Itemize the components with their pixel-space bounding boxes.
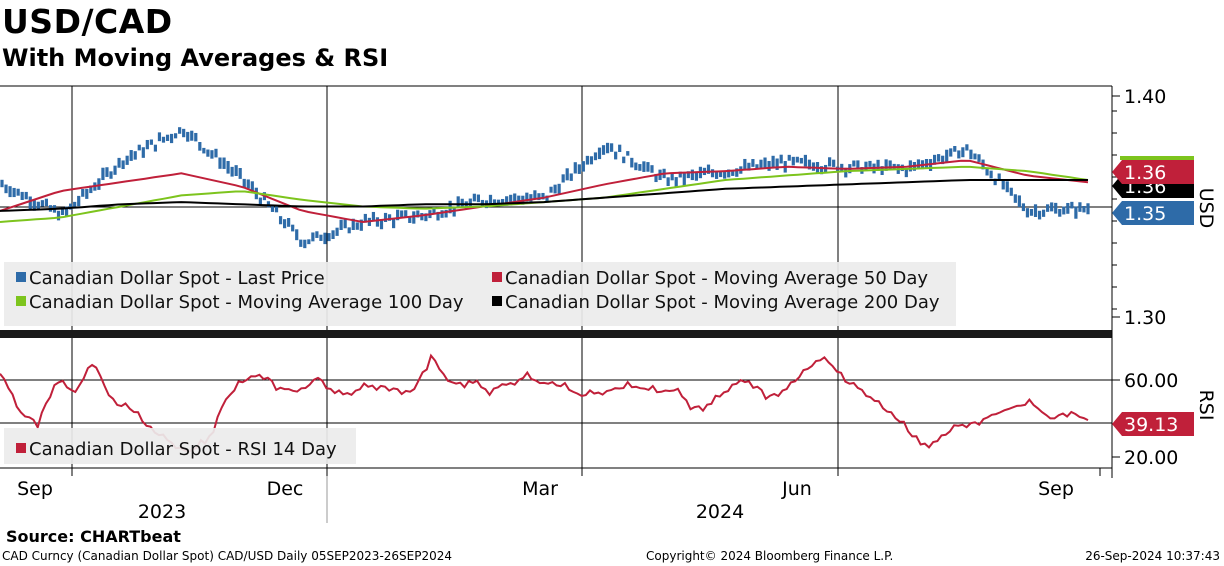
rsi-tag: [1112, 412, 1194, 436]
price-tag-label: 1.35: [1124, 203, 1166, 225]
x-month-label: Sep: [1038, 478, 1074, 500]
ma50-tag: [1112, 160, 1194, 184]
panel-divider: [0, 330, 1112, 338]
source-note: Source: CHARTbeat: [6, 527, 181, 546]
rsi-y-tick-label: 60.00: [1124, 370, 1178, 392]
x-month-label: Mar: [522, 478, 558, 500]
legend-swatch: [16, 443, 26, 453]
rsi-tag-label: 39.13: [1124, 414, 1178, 436]
chart-title: USD/CAD: [2, 2, 173, 41]
price-axis-title: USD: [1195, 188, 1217, 229]
ma50-line: [0, 159, 1089, 224]
x-year-label: 2023: [138, 501, 186, 523]
x-month-label: Jun: [781, 478, 812, 500]
legend-entry: Canadian Dollar Spot - Moving Average 10…: [29, 292, 464, 313]
price-tag: [1112, 201, 1194, 225]
x-year-label: 2024: [696, 501, 744, 523]
legend-entry: Canadian Dollar Spot - Moving Average 50…: [505, 268, 928, 289]
ma100-tag: [1120, 156, 1194, 160]
price-y-tick-label: 1.30: [1124, 307, 1166, 329]
rsi-legend-box: [4, 428, 356, 464]
ma200-line: [0, 179, 1088, 212]
chart-subtitle: With Moving Averages & RSI: [2, 44, 389, 72]
ma50-tag-label: 1.36: [1124, 162, 1166, 184]
legend-entry: Canadian Dollar Spot - RSI 14 Day: [29, 439, 337, 460]
legend-swatch: [492, 296, 502, 306]
x-month-label: Sep: [17, 478, 53, 500]
rsi-axis-title: RSI: [1195, 390, 1217, 421]
legend-entry: Canadian Dollar Spot - Last Price: [29, 268, 325, 289]
price-legend-box: [4, 262, 956, 326]
footer-description: CAD Curncy (Canadian Dollar Spot) CAD/US…: [2, 549, 453, 563]
rsi-y-tick-label: 20.00: [1124, 447, 1178, 469]
legend-swatch: [16, 272, 26, 282]
footer-timestamp: 26-Sep-2024 10:37:43: [1085, 549, 1220, 563]
footer-copyright: Copyright© 2024 Bloomberg Finance L.P.: [646, 549, 894, 563]
legend-entry: Canadian Dollar Spot - Moving Average 20…: [505, 292, 940, 313]
price-y-tick-label: 1.40: [1124, 86, 1166, 108]
legend-swatch: [16, 296, 26, 306]
x-month-label: Dec: [267, 478, 304, 500]
legend-swatch: [492, 272, 502, 282]
